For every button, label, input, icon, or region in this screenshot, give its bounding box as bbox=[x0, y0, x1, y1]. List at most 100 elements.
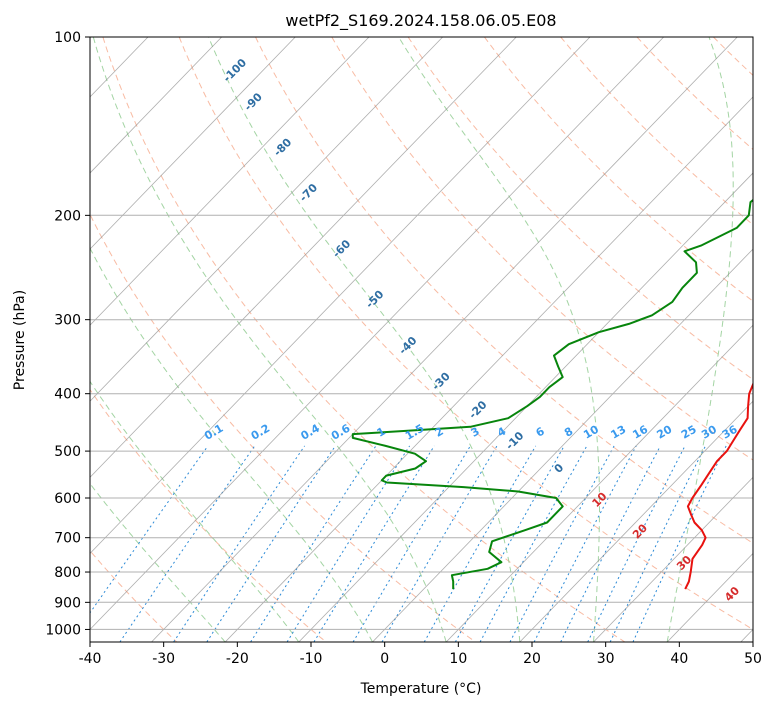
mixing-ratio-line bbox=[454, 445, 565, 642]
isotherm-label: -20 bbox=[466, 398, 489, 421]
x-axis: -40 -30 -20 -10 0 10 20 30 40 50 bbox=[79, 642, 762, 667]
isoline-labels: 0.1 0.2 0.4 0.6 1 1.5 2 3 4 6 8 10 13 16 20 25 30 36-100-… bbox=[202, 56, 742, 604]
mixing-ratio-label: 1.5 bbox=[403, 422, 426, 443]
moist-adiabat bbox=[90, 482, 226, 642]
y-tick-label: 200 bbox=[54, 208, 81, 224]
mixing-ratio-line bbox=[560, 445, 661, 642]
mixing-ratio-line bbox=[381, 445, 498, 642]
skewed-isotherm bbox=[0, 37, 1, 642]
dewpoint-profile bbox=[351, 198, 753, 590]
y-tick-label: 1000 bbox=[45, 622, 81, 638]
dry-adiabat bbox=[636, 37, 753, 151]
x-tick-label: -30 bbox=[152, 651, 175, 667]
skewed-isotherm bbox=[151, 37, 738, 642]
dry-adiabat bbox=[331, 37, 753, 461]
mixing-ratio-line bbox=[206, 445, 336, 642]
mixing-ratio-line bbox=[423, 445, 537, 642]
isotherm-label-warm: 40 bbox=[722, 584, 742, 604]
mixing-ratio-line bbox=[352, 445, 471, 642]
mixing-ratio-label: 36 bbox=[720, 423, 740, 442]
isotherm-label: 0 bbox=[552, 461, 567, 476]
y-tick-label: 600 bbox=[54, 491, 81, 507]
x-tick-label: 10 bbox=[449, 651, 467, 667]
mixing-ratio-label: 16 bbox=[630, 423, 650, 442]
isotherm-label: -90 bbox=[242, 90, 265, 113]
y-axis-label: Pressure (hPa) bbox=[12, 290, 28, 390]
dry-adiabat bbox=[560, 37, 753, 226]
isotherm-label: -30 bbox=[430, 370, 453, 393]
mixing-ratio-label: 0.1 bbox=[202, 422, 225, 443]
mixing-ratio-label: 3 bbox=[469, 425, 482, 440]
grid bbox=[0, 37, 753, 642]
y-tick-label: 500 bbox=[54, 444, 81, 460]
plot-frame bbox=[89, 36, 754, 643]
mixing-ratio-label: 25 bbox=[679, 423, 699, 442]
mixing-ratio-line bbox=[313, 445, 435, 642]
x-tick-label: 30 bbox=[597, 651, 615, 667]
mixing-ratio-label: 0.4 bbox=[298, 421, 322, 442]
moist-adiabat bbox=[208, 37, 521, 642]
mixing-ratio-label: 6 bbox=[534, 424, 547, 439]
dry-adiabat bbox=[178, 37, 753, 630]
isotherm-label: -40 bbox=[396, 334, 419, 357]
skewed-isotherm bbox=[90, 37, 370, 326]
isotherm-label-warm: 20 bbox=[630, 521, 650, 541]
mixing-ratio-line bbox=[632, 445, 727, 642]
isotherm-label-warm: 10 bbox=[590, 490, 610, 510]
dry-adiabat bbox=[102, 37, 626, 642]
skewed-isotherm bbox=[519, 400, 753, 642]
skewed-isotherm bbox=[593, 476, 753, 642]
series-group bbox=[351, 198, 753, 590]
dry-adiabat bbox=[90, 550, 178, 642]
skewed-isotherm bbox=[224, 96, 753, 642]
skewed-isotherm bbox=[372, 248, 753, 642]
isotherm-label: -50 bbox=[363, 288, 386, 311]
moist-adiabat bbox=[90, 247, 373, 642]
dry-adiabat bbox=[484, 37, 753, 302]
mixing-ratio-label: 8 bbox=[562, 425, 575, 440]
mixing-ratio-label: 13 bbox=[608, 423, 628, 442]
isotherm-label: -10 bbox=[503, 429, 526, 452]
y-axis: 100 200 300 400 500 600 700 800 900 1000 bbox=[45, 30, 90, 638]
background-lines bbox=[0, 37, 753, 642]
adiabat-hint bbox=[0, 37, 65, 642]
skewed-isotherm bbox=[298, 172, 753, 642]
moist-adiabat bbox=[398, 37, 600, 642]
x-tick-label: 50 bbox=[744, 651, 762, 667]
x-tick-label: -40 bbox=[79, 651, 102, 667]
temperature-profile bbox=[684, 381, 753, 590]
chart-title: wetPf2_S169.2024.158.06.05.E08 bbox=[285, 11, 556, 31]
x-axis-label: Temperature (°C) bbox=[360, 681, 482, 697]
mixing-ratio-line bbox=[509, 445, 615, 642]
skewed-isotherm bbox=[90, 37, 591, 554]
skewed-isotherm bbox=[90, 37, 664, 630]
isotherm-label: -80 bbox=[271, 135, 294, 158]
mixing-ratio-line bbox=[479, 445, 588, 642]
dry-adiabat bbox=[90, 388, 327, 642]
mixing-ratio-label: 2 bbox=[433, 425, 446, 440]
y-tick-label: 100 bbox=[54, 30, 81, 46]
y-tick-label: 300 bbox=[54, 313, 81, 329]
isotherm-label: -100 bbox=[220, 56, 249, 85]
skewed-isotherm bbox=[90, 37, 222, 174]
x-tick-label: -20 bbox=[226, 651, 249, 667]
skewed-isotherm bbox=[90, 37, 296, 250]
mixing-ratio-line bbox=[173, 445, 306, 642]
y-tick-label: 700 bbox=[54, 531, 81, 547]
skewed-isotherm bbox=[445, 324, 753, 642]
moist-adiabat bbox=[666, 37, 734, 642]
x-tick-label: 20 bbox=[523, 651, 541, 667]
isotherm-label: -60 bbox=[330, 237, 353, 260]
x-tick-label: 40 bbox=[670, 651, 688, 667]
mixing-ratio-line bbox=[587, 445, 686, 642]
skewed-isotherm bbox=[90, 37, 443, 402]
skewed-isotherm bbox=[740, 628, 753, 642]
x-tick-label: 0 bbox=[380, 651, 389, 667]
y-tick-label: 900 bbox=[54, 595, 81, 611]
dry-adiabat bbox=[90, 213, 476, 642]
moist-adiabat bbox=[92, 37, 447, 642]
x-tick-label: -10 bbox=[300, 651, 323, 667]
skewed-isotherm bbox=[90, 37, 517, 478]
